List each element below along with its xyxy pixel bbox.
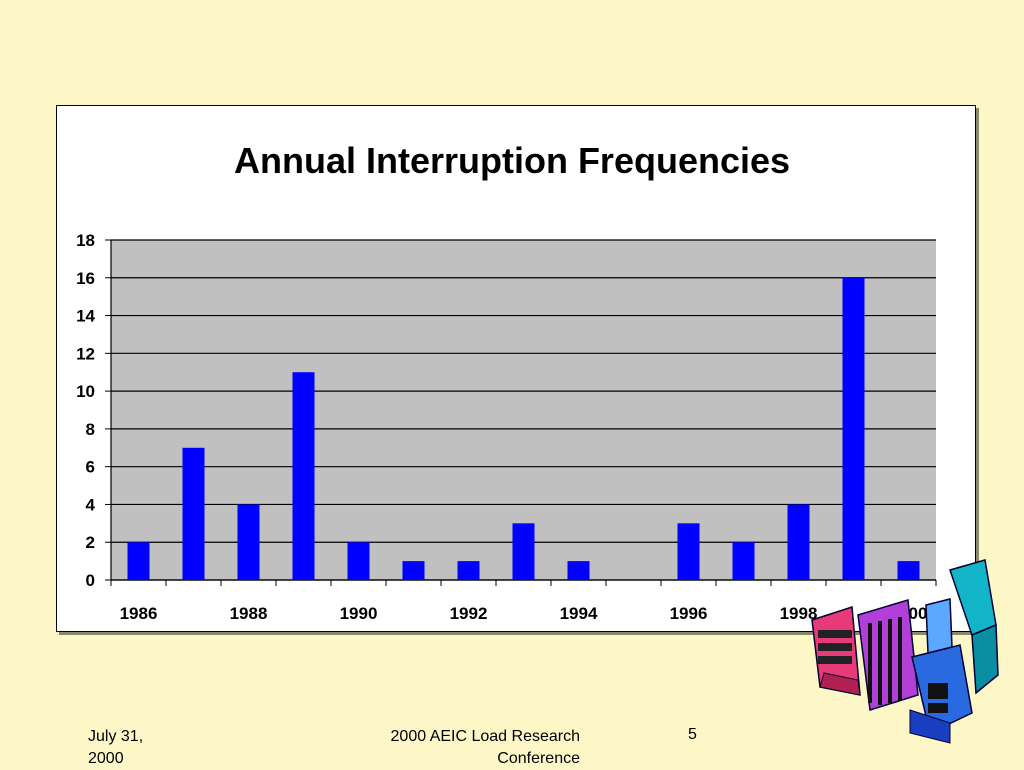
x-tick-label: 1996 <box>670 604 708 623</box>
bar-1991 <box>402 561 425 580</box>
bar-1994 <box>567 561 590 580</box>
y-tick-label: 6 <box>86 458 95 477</box>
bar-1998 <box>787 504 810 580</box>
y-tick-label: 0 <box>86 571 95 590</box>
bar-1992 <box>457 561 480 580</box>
x-tick-label: 1994 <box>560 604 598 623</box>
y-tick-label: 10 <box>76 382 95 401</box>
bar-1987 <box>182 447 205 580</box>
bar-1996 <box>677 523 700 580</box>
y-tick-label: 8 <box>86 420 95 439</box>
bar-1997 <box>732 542 755 580</box>
bar-1990 <box>347 542 370 580</box>
bar-2000 <box>897 561 920 580</box>
bar-1989 <box>292 372 315 580</box>
footer-page-number: 5 <box>688 726 697 743</box>
y-tick-label: 12 <box>76 344 95 363</box>
x-tick-label: 1988 <box>230 604 268 623</box>
y-tick-label: 16 <box>76 269 95 288</box>
bar-1999 <box>842 277 865 580</box>
y-tick-label: 2 <box>86 533 95 552</box>
bar-1988 <box>237 504 260 580</box>
chart-title: Annual Interruption Frequencies <box>233 140 791 181</box>
x-tick-label: 1992 <box>450 604 488 623</box>
bar-1993 <box>512 523 535 580</box>
y-tick-label: 18 <box>76 231 95 250</box>
x-tick-label: 1998 <box>780 604 818 623</box>
y-tick-label: 14 <box>76 307 95 326</box>
x-tick-label: 1986 <box>120 604 158 623</box>
x-tick-label: 1990 <box>340 604 378 623</box>
city-buildings-icon <box>811 559 999 744</box>
footer-conference: 2000 AEIC Load Research Conference <box>390 728 580 767</box>
bar-1986 <box>127 542 150 580</box>
footer-date: July 31, 2000 <box>88 728 144 767</box>
y-tick-label: 4 <box>86 495 96 514</box>
